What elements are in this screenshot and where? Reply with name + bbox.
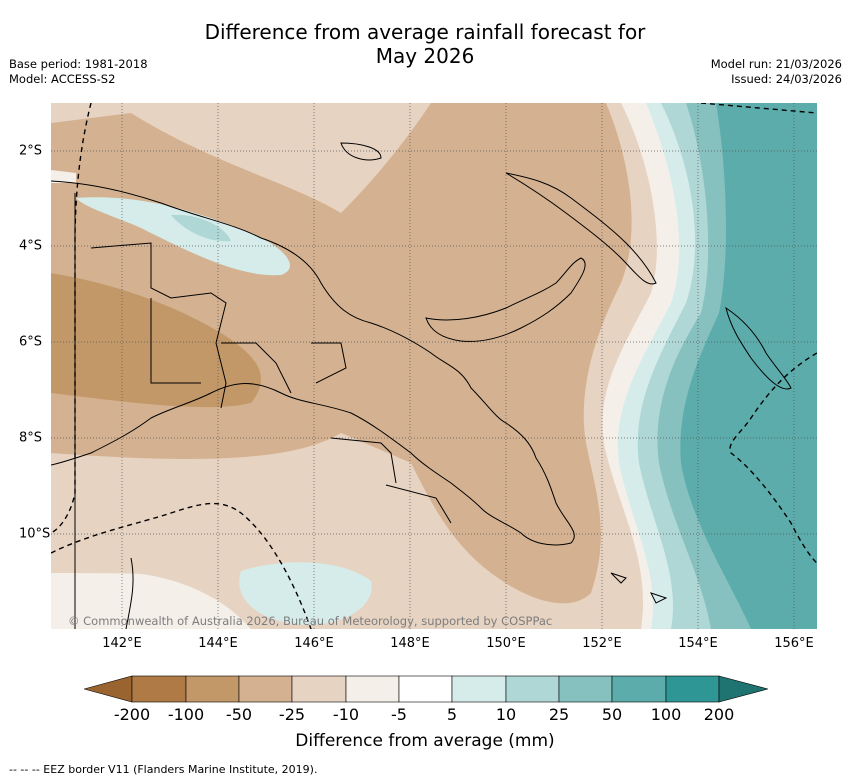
eez-legend: -- -- -- EEZ border V11 (Flanders Marine… [9,763,318,776]
y-tick: 2°S [19,143,43,159]
band-wet-50-east [680,103,817,629]
colorbar-swatch [398,675,453,703]
colorbar-tick: 5 [446,705,458,724]
gridlines [51,103,817,629]
model-run: Model run: 21/03/2026 [710,57,842,71]
colorbar-tick: 100 [650,705,682,724]
band-wet-10-small [171,214,231,242]
meta-right: Model run: 21/03/2026 Issued: 24/03/2026 [711,57,842,87]
title-line-1: Difference from average rainfall forecas… [204,20,646,44]
x-tick: 152°E [582,636,622,651]
colorbar-tick: -25 [278,705,306,724]
band-wet-5 [76,197,290,276]
model-name: Model: ACCESS-S2 [9,72,116,86]
colorbar-tick: 25 [548,705,570,724]
title-line-2: May 2026 [375,44,475,68]
rainfall-anomaly-map [51,103,817,629]
band-dry-100 [51,273,261,408]
y-tick: 4°S [19,238,43,254]
y-tick: 10°S [19,526,51,542]
x-tick: 142°E [102,636,142,651]
x-tick: 156°E [774,636,814,651]
meta-left: Base period: 1981-2018 Model: ACCESS-S2 [9,57,148,87]
colorbar-tick: -100 [167,705,205,724]
colorbar-tick: -10 [332,705,360,724]
colorbar-swatch [451,675,507,703]
x-tick: 154°E [678,636,718,651]
colorbar-tick: -5 [391,705,407,724]
colorbar-tick: 10 [495,705,517,724]
colorbar-swatch [238,675,293,703]
colorbar-swatch [291,675,347,703]
colorbar [84,675,768,703]
band-dry-25-south [51,433,491,603]
colorbar-tick: 200 [703,705,735,724]
colorbar-swatch [345,675,400,703]
colorbar-swatch [665,675,720,703]
x-tick: 144°E [198,636,238,651]
x-tick: 148°E [390,636,430,651]
colorbar-swatch [611,675,667,703]
issued-date: Issued: 24/03/2026 [731,72,842,86]
colorbar-tick: -50 [225,705,253,724]
colorbar-low-extend [84,675,133,703]
chart-title: Difference from average rainfall forecas… [0,20,850,68]
y-tick: 6°S [19,334,43,350]
colorbar-swatch [558,675,613,703]
colorbar-label: Difference from average (mm) [295,731,555,751]
eez-borders [51,103,817,629]
base-period: Base period: 1981-2018 [9,57,148,71]
colorbar-swatch [185,675,240,703]
colorbar-swatch [131,675,187,703]
colorbar-tick: -200 [113,705,151,724]
copyright-notice: © Commonwealth of Australia 2026, Bureau… [68,614,553,628]
colorbar-high-extend [718,675,768,703]
x-tick: 146°E [294,636,334,651]
colorbar-tick: 50 [601,705,623,724]
band-wet-5-south [239,562,372,625]
x-tick: 150°E [486,636,526,651]
band-neutral-west [51,170,76,183]
colorbar-swatch [505,675,560,703]
y-tick: 8°S [19,430,43,446]
